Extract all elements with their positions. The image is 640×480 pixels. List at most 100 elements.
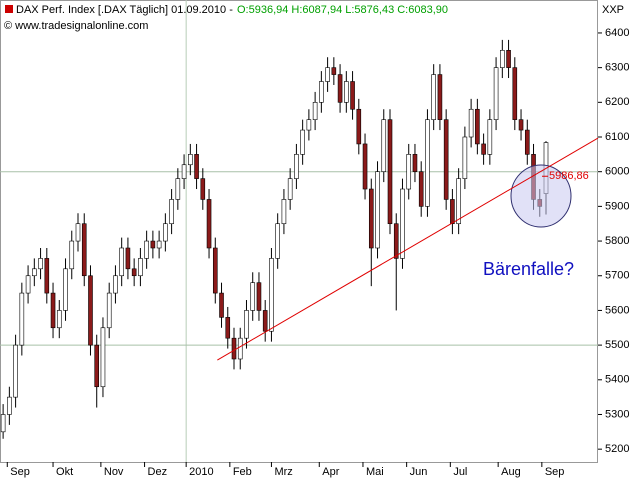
- candle-body: [387, 119, 393, 225]
- candle-body: [225, 317, 231, 339]
- candle-body: [350, 81, 355, 110]
- x-tick-label: Nov: [104, 466, 124, 478]
- candle-body: [362, 143, 368, 190]
- y-tick-label: 5800: [605, 235, 629, 247]
- candle-body: [487, 119, 493, 155]
- y-tick-label: 5600: [605, 304, 629, 316]
- candle-body: [44, 258, 50, 294]
- candle-body: [319, 81, 324, 103]
- candle-body: [138, 258, 143, 277]
- candle-body: [206, 199, 212, 249]
- candle-body: [88, 275, 93, 346]
- candle-body: [425, 119, 430, 207]
- candle-body: [450, 199, 455, 225]
- y-tick-label: 5300: [605, 408, 629, 420]
- candle-body: [412, 154, 418, 172]
- candle-body: [262, 310, 268, 332]
- x-tick-label: Jun: [410, 466, 428, 478]
- x-tick-label: Aug: [501, 466, 521, 478]
- candle-body: [150, 240, 156, 249]
- candle-body: [256, 282, 262, 311]
- candle-body: [356, 108, 362, 145]
- candle-body: [169, 199, 174, 225]
- plot-area: [0, 0, 598, 463]
- candle-body: [375, 171, 380, 249]
- candle-body: [32, 268, 37, 277]
- candle-body: [50, 292, 56, 329]
- copyright: © www.tradesignalonline.com: [4, 20, 148, 32]
- y-tick-label: 6100: [605, 131, 629, 143]
- candle-body: [163, 223, 168, 242]
- candle-body: [125, 247, 131, 270]
- x-tick-label: Apr: [322, 466, 339, 478]
- candle-body: [188, 154, 193, 166]
- candle-body: [275, 223, 280, 259]
- candle-body: [13, 344, 18, 398]
- y-tick-label: 5900: [605, 200, 629, 212]
- candle-body: [462, 136, 468, 179]
- chart-title: DAX Perf. Index [.DAX Täglich] 01.09.201…: [16, 4, 233, 16]
- candle-body: [38, 258, 43, 270]
- candle-body: [456, 178, 461, 225]
- candle-body: [181, 164, 187, 179]
- y-tick-label: 6400: [605, 27, 629, 39]
- candle-body: [325, 67, 330, 82]
- candle-body: [7, 396, 12, 415]
- candle-body: [524, 129, 530, 155]
- candle-body: [381, 119, 387, 172]
- x-tick-label: 2010: [189, 466, 213, 478]
- candle-body: [75, 223, 81, 242]
- price-label: 5986,86: [549, 170, 589, 182]
- x-tick-label: Mrz: [274, 466, 292, 478]
- candle-body: [25, 275, 31, 294]
- x-tick-label: Dez: [148, 466, 168, 478]
- candle-body: [300, 129, 305, 155]
- candle-body: [287, 178, 293, 200]
- candle-body: [194, 154, 199, 179]
- x-tick-label: Feb: [233, 466, 252, 478]
- candle-body: [19, 292, 25, 346]
- candle-body: [212, 247, 218, 294]
- candle-body: [63, 268, 68, 311]
- candle-body: [237, 337, 243, 360]
- candle-body: [344, 81, 349, 103]
- annotation: Bärenfalle?: [483, 259, 574, 279]
- y-tick-label: 6000: [605, 166, 629, 178]
- candle-body: [518, 119, 524, 131]
- ohlc-text: O:5936,94 H:6087,94 L:5876,43 C:6083,90: [237, 4, 448, 16]
- candle-body: [418, 171, 424, 207]
- candle-body: [331, 67, 337, 75]
- y-tick-label: 6300: [605, 62, 629, 74]
- candle-body: [443, 119, 449, 200]
- x-tick-label: Sep: [545, 466, 565, 478]
- candle-body: [219, 292, 224, 318]
- candle-body: [337, 74, 343, 103]
- candle-body: [69, 240, 75, 270]
- x-tick-label: Mai: [366, 466, 384, 478]
- candle-body: [113, 275, 118, 294]
- candle-body: [81, 223, 87, 277]
- candle-body: [156, 240, 162, 249]
- candle-body: [294, 154, 299, 179]
- candle-body: [56, 310, 62, 329]
- candle-body: [175, 178, 181, 200]
- y-tick-label: 5500: [605, 339, 629, 351]
- candle-body: [144, 240, 149, 259]
- trendline: [217, 137, 599, 361]
- candle-body: [400, 188, 405, 259]
- candle-body: [269, 258, 274, 332]
- candle-body: [506, 49, 511, 68]
- candle-body: [244, 310, 249, 339]
- candle-body: [94, 344, 100, 388]
- candle-body: [200, 178, 206, 200]
- candle-body: [119, 247, 124, 277]
- candle-body: [281, 199, 287, 225]
- candle-body: [312, 102, 318, 120]
- candle-body: [393, 223, 399, 259]
- candle-body: [481, 143, 486, 155]
- y-tick-label: 5700: [605, 270, 629, 282]
- candle-body: [406, 154, 412, 190]
- candle-body: [368, 188, 374, 249]
- candle-body: [231, 337, 237, 360]
